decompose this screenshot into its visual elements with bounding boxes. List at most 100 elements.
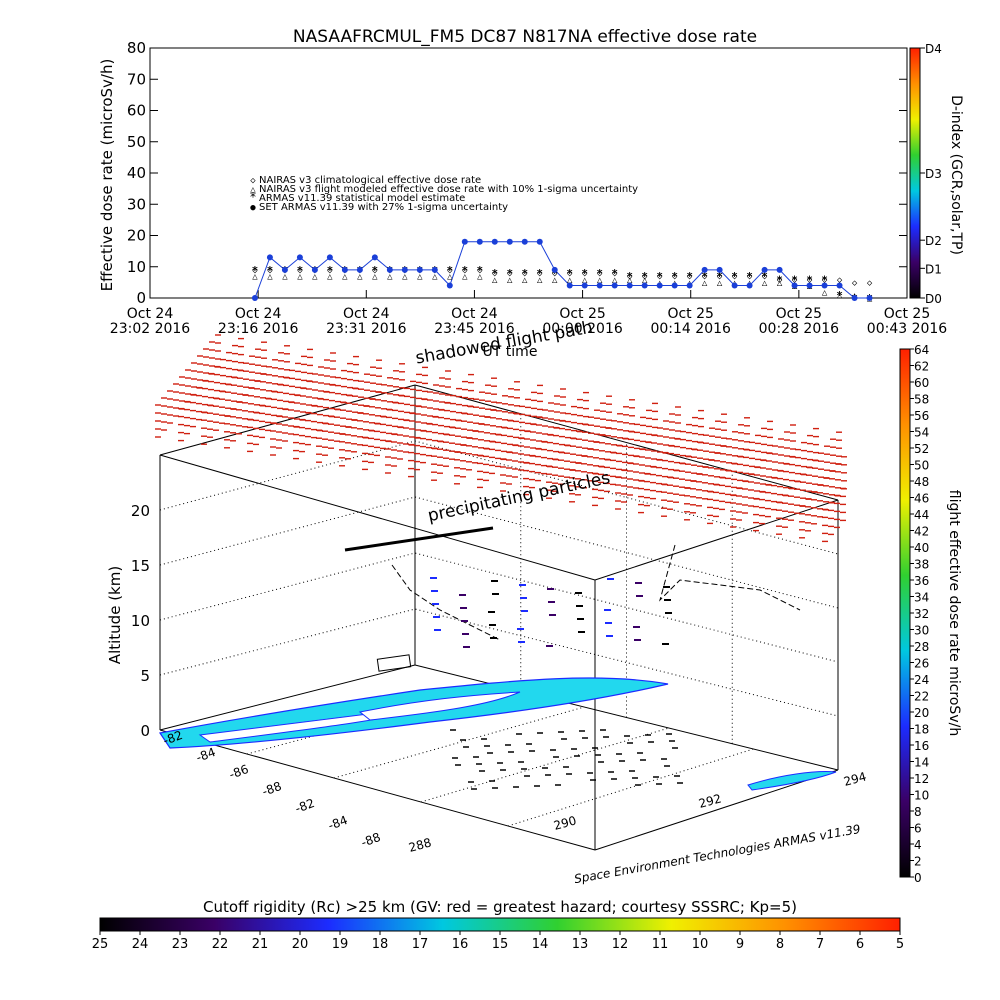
nairas-clim-point: ◇ bbox=[522, 269, 528, 279]
altitude-grid-line bbox=[159, 440, 839, 555]
precipitating-particles-annotation: precipitating particles bbox=[426, 468, 612, 526]
nairas-flight-point: △ bbox=[312, 272, 318, 282]
rc-tick-label: 19 bbox=[332, 937, 349, 952]
nairas-clim-point: ◇ bbox=[567, 269, 573, 279]
flight-dose-tick-label: 52 bbox=[914, 442, 929, 456]
armas-measured-point bbox=[281, 266, 288, 273]
flight-dose-tick-label: 50 bbox=[914, 459, 929, 473]
nairas-clim-point: ◇ bbox=[747, 272, 753, 282]
x-tick-time: 23:16 2016 bbox=[218, 321, 299, 337]
armas-stat-point: * bbox=[746, 270, 753, 283]
nairas-clim-point: ◇ bbox=[597, 269, 603, 279]
altitude-label: Altitude (km) bbox=[106, 566, 124, 664]
nairas-flight-point: △ bbox=[297, 272, 303, 282]
nairas-clim-point: ◇ bbox=[627, 272, 633, 282]
nairas-flight-point: △ bbox=[462, 272, 468, 282]
nairas-flight-point: △ bbox=[522, 275, 528, 285]
latitude-tick-label: -86 bbox=[227, 762, 250, 782]
top-y-axis: 0 10 20 30 40 50 60 70 80 bbox=[127, 39, 907, 307]
flight-dose-colorbar bbox=[899, 348, 911, 878]
nairas-clim-point: ◇ bbox=[552, 269, 558, 279]
armas-stat-point: * bbox=[791, 273, 798, 286]
armas-measured-point bbox=[821, 282, 828, 289]
flight-path-descent bbox=[391, 564, 501, 641]
credit-text: Space Environment Technologies ARMAS v11… bbox=[573, 822, 862, 886]
nairas-clim-point: ◇ bbox=[267, 266, 273, 276]
armas-stat-point: * bbox=[776, 273, 783, 286]
armas-measured-point bbox=[686, 282, 693, 289]
y-tick-label: 60 bbox=[127, 102, 146, 120]
flight-dose-tick-label: 40 bbox=[914, 541, 929, 555]
nairas-flight-point: △ bbox=[552, 275, 558, 285]
flight-dose-tick-label: 10 bbox=[914, 789, 929, 803]
nairas-clim-point: ◇ bbox=[582, 269, 588, 279]
longitude-tick-label: 288 bbox=[407, 835, 433, 854]
armas-stat-point: * bbox=[521, 267, 528, 280]
flight-dose-tick-label: 18 bbox=[914, 723, 929, 737]
nairas-clim-point: ◇ bbox=[822, 275, 828, 285]
rc-tick-label: 11 bbox=[652, 937, 669, 952]
rc-tick-label: 6 bbox=[856, 937, 864, 952]
rc-tick-label: 12 bbox=[612, 937, 629, 952]
altitude-3d-frame bbox=[159, 384, 839, 851]
armas-stat-point: * bbox=[551, 267, 558, 280]
flight-dose-tick-label: 32 bbox=[914, 607, 929, 621]
altitude-ticks: 0 5 10 15 20 bbox=[131, 502, 150, 740]
d-index-tick-label: D2 bbox=[925, 234, 942, 248]
armas-measured-point bbox=[266, 254, 273, 261]
armas-measured-point bbox=[311, 266, 318, 273]
nairas-clim-point: ◇ bbox=[672, 272, 678, 282]
nairas-clim-point: ◇ bbox=[507, 269, 513, 279]
nairas-flight-point: △ bbox=[417, 272, 423, 282]
armas-measured-point bbox=[431, 266, 438, 273]
latitude-tick-label: -84 bbox=[194, 745, 217, 765]
nairas-flight-point: △ bbox=[627, 275, 633, 285]
armas-measured-point bbox=[596, 282, 603, 289]
d-index-ticks: D4 D3 D2 D1 D0 bbox=[920, 42, 942, 306]
x-tick-day: Oct 24 bbox=[235, 306, 282, 322]
nairas-clim-point: ◇ bbox=[327, 266, 333, 276]
armas-measured-point bbox=[566, 282, 573, 289]
y-tick-label: 40 bbox=[127, 164, 146, 182]
armas-stat-point: * bbox=[611, 267, 618, 280]
nairas-flight-point: △ bbox=[642, 275, 648, 285]
altitude-tick-label: 20 bbox=[131, 502, 150, 520]
rc-tick-label: 18 bbox=[372, 937, 389, 952]
flight-dose-tick-label: 42 bbox=[914, 525, 929, 539]
top-chart-title: NASAAFRCMUL_FM5 DC87 N817NA effective do… bbox=[293, 27, 757, 47]
armas-measured-point bbox=[851, 295, 858, 301]
y-tick-label: 80 bbox=[127, 39, 146, 57]
armas-stat-point: * bbox=[536, 267, 543, 280]
armas-measured-point bbox=[356, 266, 363, 273]
armas-measured-point bbox=[671, 282, 678, 289]
nairas-clim-point: ◇ bbox=[792, 275, 798, 285]
nairas-clim-point: ◇ bbox=[462, 266, 468, 276]
nairas-clim-point: ◇ bbox=[702, 272, 708, 282]
x-tick-time: 23:45 2016 bbox=[434, 321, 515, 337]
legend-symbol: ● bbox=[250, 203, 256, 213]
cutoff-rigidity-map bbox=[158, 677, 837, 791]
frame-edge bbox=[159, 384, 416, 456]
legend-entry: NAIRAS v3 climatological effective dose … bbox=[259, 175, 481, 186]
frame-edge bbox=[594, 499, 839, 581]
armas-stat-point: * bbox=[506, 267, 513, 280]
y-tick-label: 10 bbox=[127, 258, 146, 276]
rc-tick-label: 15 bbox=[492, 937, 509, 952]
nairas-clim-point: ◇ bbox=[777, 275, 783, 285]
flight-start-marker bbox=[376, 654, 412, 672]
frame-edge bbox=[159, 454, 596, 581]
flight-dose-tick-label: 46 bbox=[914, 492, 929, 506]
flight-path bbox=[344, 526, 801, 672]
nairas-clim-point: ◇ bbox=[477, 266, 483, 276]
nairas-clim-point: ◇ bbox=[852, 278, 858, 288]
x-tick-time: 23:31 2016 bbox=[326, 321, 407, 337]
flight-dose-tick-label: 22 bbox=[914, 690, 929, 704]
x-tick-day: Oct 25 bbox=[884, 306, 930, 322]
x-tick-time: 00:43 2016 bbox=[867, 321, 948, 337]
flight-dose-tick-label: 36 bbox=[914, 574, 929, 588]
x-tick-day: Oct 24 bbox=[127, 306, 174, 322]
armas-stat-point: * bbox=[297, 264, 304, 277]
armas-stat-point: * bbox=[761, 270, 768, 283]
nairas-flight-point: △ bbox=[777, 278, 783, 288]
longitude-ticks: 288 290 292 294 bbox=[407, 769, 868, 854]
